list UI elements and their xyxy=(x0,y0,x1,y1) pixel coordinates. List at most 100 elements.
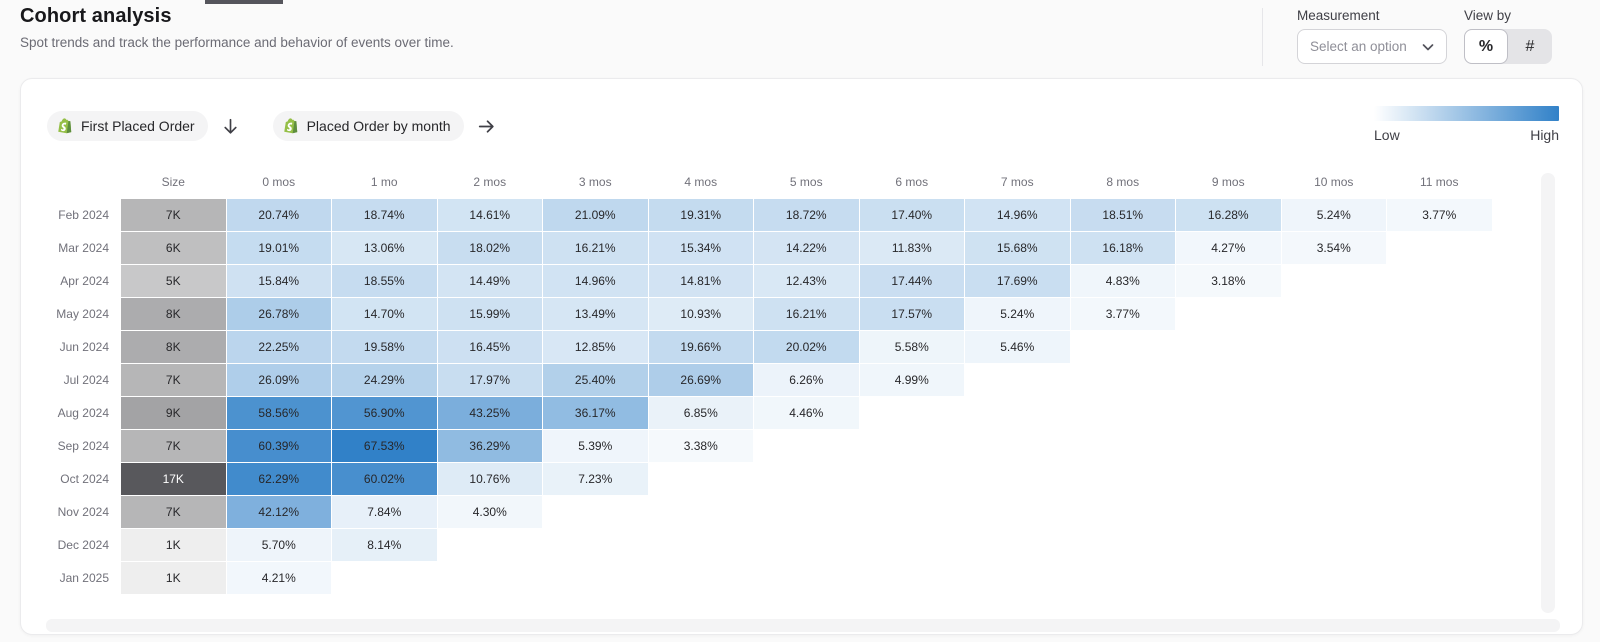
heatmap-cell[interactable]: 4.46% xyxy=(754,397,859,429)
view-by-percent-button[interactable]: % xyxy=(1464,29,1508,64)
heatmap-cell[interactable]: 25.40% xyxy=(543,364,648,396)
measurement-select[interactable]: Select an option xyxy=(1297,29,1447,64)
heatmap-cell[interactable]: 5.46% xyxy=(965,331,1070,363)
heatmap-cell[interactable]: 19.31% xyxy=(648,199,753,231)
heatmap-cell[interactable]: 3.18% xyxy=(1176,265,1281,297)
heatmap-cell[interactable]: 12.43% xyxy=(754,265,859,297)
heatmap-cell[interactable]: 4.27% xyxy=(1176,232,1281,264)
heatmap-cell[interactable]: 14.49% xyxy=(437,265,542,297)
return-event-pill[interactable]: Placed Order by month xyxy=(272,111,464,141)
heatmap-cell[interactable]: 14.61% xyxy=(437,199,542,231)
heatmap-cell[interactable]: 16.45% xyxy=(437,331,542,363)
cohort-size-cell[interactable]: 7K xyxy=(121,199,226,231)
heatmap-cell[interactable]: 5.39% xyxy=(543,430,648,462)
heatmap-cell[interactable]: 12.85% xyxy=(543,331,648,363)
heatmap-cell[interactable]: 13.49% xyxy=(543,298,648,330)
heatmap-cell[interactable]: 26.78% xyxy=(226,298,331,330)
heatmap-cell[interactable]: 14.96% xyxy=(543,265,648,297)
heatmap-cell[interactable]: 15.34% xyxy=(648,232,753,264)
heatmap-cell[interactable]: 17.97% xyxy=(437,364,542,396)
view-by-count-button[interactable]: # xyxy=(1525,37,1535,55)
heatmap-cell[interactable]: 58.56% xyxy=(226,397,331,429)
heatmap-cell[interactable]: 3.38% xyxy=(648,430,753,462)
heatmap-cell[interactable]: 5.24% xyxy=(965,298,1070,330)
cohort-row: Aug 2024 9K 58.56% 56.90% 43.25% 36.17% 6.85% 4… xyxy=(46,397,1493,429)
heatmap-cell[interactable]: 19.66% xyxy=(648,331,753,363)
heatmap-cell[interactable]: 8.14% xyxy=(332,529,437,561)
heatmap-cell[interactable]: 3.54% xyxy=(1281,232,1386,264)
cohort-size-cell[interactable]: 8K xyxy=(121,298,226,330)
heatmap-cell[interactable]: 26.09% xyxy=(226,364,331,396)
heatmap-cell[interactable]: 3.77% xyxy=(1070,298,1175,330)
heatmap-cell[interactable]: 24.29% xyxy=(332,364,437,396)
cohort-size-cell[interactable]: 1K xyxy=(121,562,226,594)
heatmap-cell[interactable]: 36.29% xyxy=(437,430,542,462)
heatmap-cell[interactable]: 20.74% xyxy=(226,199,331,231)
heatmap-cell[interactable]: 4.83% xyxy=(1070,265,1175,297)
browser-tab-strip xyxy=(205,0,283,4)
first-event-pill[interactable]: First Placed Order xyxy=(47,111,208,141)
cohort-size-cell[interactable]: 6K xyxy=(121,232,226,264)
heatmap-cell[interactable]: 15.99% xyxy=(437,298,542,330)
heatmap-cell[interactable]: 3.77% xyxy=(1387,199,1492,231)
heatmap-cell[interactable]: 10.93% xyxy=(648,298,753,330)
heatmap-cell[interactable]: 14.81% xyxy=(648,265,753,297)
horizontal-scrollbar[interactable] xyxy=(46,619,1560,632)
heatmap-cell[interactable]: 26.69% xyxy=(648,364,753,396)
heatmap-cell[interactable]: 6.26% xyxy=(754,364,859,396)
heatmap-cell[interactable]: 19.01% xyxy=(226,232,331,264)
heatmap-cell[interactable]: 14.22% xyxy=(754,232,859,264)
heatmap-cell[interactable]: 11.83% xyxy=(859,232,964,264)
heatmap-cell[interactable]: 36.17% xyxy=(543,397,648,429)
vertical-scrollbar[interactable] xyxy=(1541,173,1555,613)
heatmap-cell[interactable]: 17.69% xyxy=(965,265,1070,297)
heatmap-cell[interactable]: 17.44% xyxy=(859,265,964,297)
heatmap-cell[interactable]: 56.90% xyxy=(332,397,437,429)
heatmap-cell[interactable]: 4.21% xyxy=(226,562,331,594)
heatmap-cell[interactable]: 16.18% xyxy=(1070,232,1175,264)
heatmap-cell[interactable]: 14.70% xyxy=(332,298,437,330)
heatmap-cell[interactable]: 16.21% xyxy=(543,232,648,264)
heatmap-cell[interactable]: 16.21% xyxy=(754,298,859,330)
heatmap-cell[interactable]: 4.30% xyxy=(437,496,542,528)
cohort-size-cell[interactable]: 9K xyxy=(121,397,226,429)
heatmap-cell[interactable]: 14.96% xyxy=(965,199,1070,231)
heatmap-cell[interactable]: 17.40% xyxy=(859,199,964,231)
heatmap-cell[interactable]: 15.84% xyxy=(226,265,331,297)
heatmap-cell[interactable]: 18.02% xyxy=(437,232,542,264)
heatmap-cell[interactable]: 15.68% xyxy=(965,232,1070,264)
heatmap-cell[interactable]: 4.99% xyxy=(859,364,964,396)
heatmap-cell[interactable]: 16.28% xyxy=(1176,199,1281,231)
heatmap-cell[interactable]: 13.06% xyxy=(332,232,437,264)
heatmap-cell[interactable]: 60.02% xyxy=(332,463,437,495)
cohort-size-cell[interactable]: 7K xyxy=(121,430,226,462)
heatmap-cell[interactable]: 7.84% xyxy=(332,496,437,528)
heatmap-cell[interactable]: 10.76% xyxy=(437,463,542,495)
heatmap-cell[interactable]: 5.58% xyxy=(859,331,964,363)
heatmap-cell[interactable]: 20.02% xyxy=(754,331,859,363)
cohort-size-cell[interactable]: 1K xyxy=(121,529,226,561)
heatmap-cell[interactable]: 17.57% xyxy=(859,298,964,330)
heatmap-cell[interactable]: 67.53% xyxy=(332,430,437,462)
heatmap-cell[interactable]: 18.72% xyxy=(754,199,859,231)
heatmap-cell[interactable]: 21.09% xyxy=(543,199,648,231)
heatmap-cell[interactable]: 43.25% xyxy=(437,397,542,429)
heatmap-cell[interactable]: 7.23% xyxy=(543,463,648,495)
cohort-size-cell[interactable]: 5K xyxy=(121,265,226,297)
heatmap-cell[interactable]: 19.58% xyxy=(332,331,437,363)
heatmap-cell[interactable]: 62.29% xyxy=(226,463,331,495)
heatmap-cell[interactable]: 5.70% xyxy=(226,529,331,561)
cohort-size-cell[interactable]: 8K xyxy=(121,331,226,363)
cohort-size-cell[interactable]: 17K xyxy=(121,463,226,495)
heatmap-cell[interactable]: 60.39% xyxy=(226,430,331,462)
heatmap-cell[interactable]: 18.74% xyxy=(332,199,437,231)
cohort-size-cell[interactable]: 7K xyxy=(121,364,226,396)
heatmap-cell[interactable]: 6.85% xyxy=(648,397,753,429)
cohort-size-cell[interactable]: 7K xyxy=(121,496,226,528)
heatmap-cell[interactable]: 18.51% xyxy=(1070,199,1175,231)
heatmap-cell[interactable]: 42.12% xyxy=(226,496,331,528)
heatmap-cell[interactable]: 22.25% xyxy=(226,331,331,363)
heatmap-cell[interactable]: 5.24% xyxy=(1281,199,1386,231)
heatmap-cell[interactable]: 18.55% xyxy=(332,265,437,297)
